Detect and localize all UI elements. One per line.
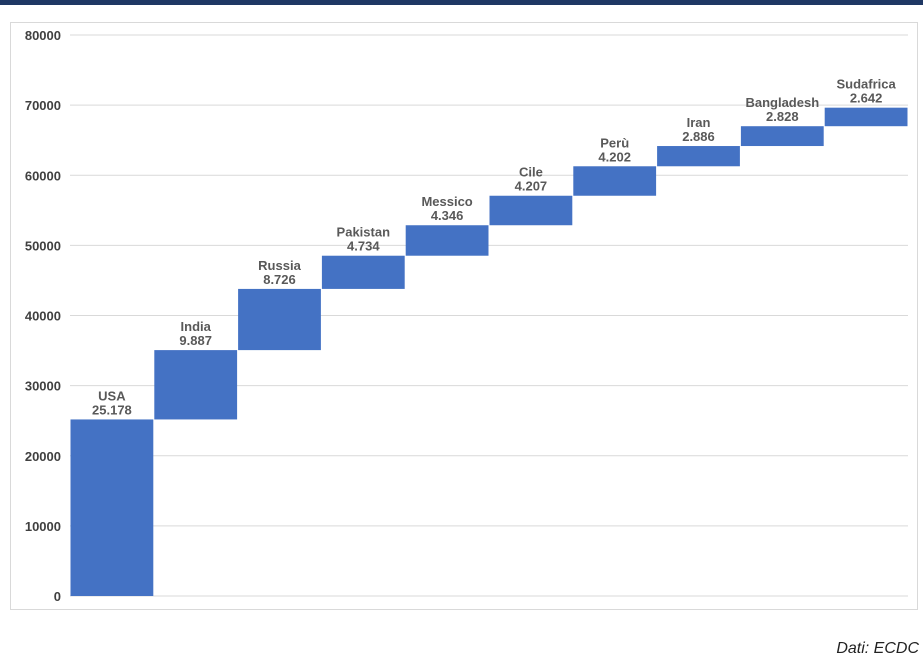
y-tick-label: 30000 (25, 379, 61, 394)
y-tick-label: 70000 (25, 98, 61, 113)
y-tick-label: 50000 (25, 238, 61, 253)
category-label: Russia (258, 258, 301, 273)
bar-usa (70, 419, 154, 596)
value-label: 4.346 (431, 208, 464, 223)
top-accent-bar (0, 0, 923, 5)
y-tick-label: 0 (54, 589, 61, 604)
y-tick-label: 20000 (25, 449, 61, 464)
data-labels: USA25.178India9.887Russia8.726Pakistan4.… (92, 77, 896, 418)
category-label: Bangladesh (745, 95, 819, 110)
y-tick-label: 60000 (25, 168, 61, 183)
bar-india (154, 350, 238, 420)
bar-messico (405, 225, 489, 256)
y-axis-ticks: 0 10000 20000 30000 40000 50000 60000 70000 8000… (25, 28, 61, 604)
category-label: Messico (421, 194, 472, 209)
category-label: Iran (687, 115, 711, 130)
category-label: USA (98, 388, 126, 403)
category-label: Perù (600, 135, 629, 150)
value-label: 25.178 (92, 402, 132, 417)
value-label: 9.887 (179, 333, 212, 348)
value-label: 4.734 (347, 239, 380, 254)
bar-pakistan (321, 255, 405, 289)
value-label: 2.642 (850, 91, 883, 106)
grid-lines (70, 34, 908, 597)
bars (70, 107, 908, 596)
value-label: 4.207 (515, 179, 548, 194)
y-tick-label: 40000 (25, 309, 61, 324)
value-label: 8.726 (263, 272, 296, 287)
bar-cile (489, 195, 573, 226)
bar-sudafrica (824, 107, 908, 127)
category-label: Sudafrica (836, 77, 896, 92)
value-label: 2.886 (682, 129, 715, 144)
category-label: Cile (519, 165, 543, 180)
bar-iran (657, 146, 740, 167)
bar-perù (573, 166, 657, 196)
bar-russia (238, 288, 321, 351)
category-label: India (181, 319, 212, 334)
y-tick-label: 10000 (25, 519, 61, 534)
source-note: Dati: ECDC (836, 640, 919, 657)
value-label: 2.828 (766, 109, 799, 124)
bar-bangladesh (740, 126, 824, 147)
category-label: Pakistan (337, 225, 391, 240)
value-label: 4.202 (598, 149, 631, 164)
y-tick-label: 80000 (25, 28, 61, 43)
